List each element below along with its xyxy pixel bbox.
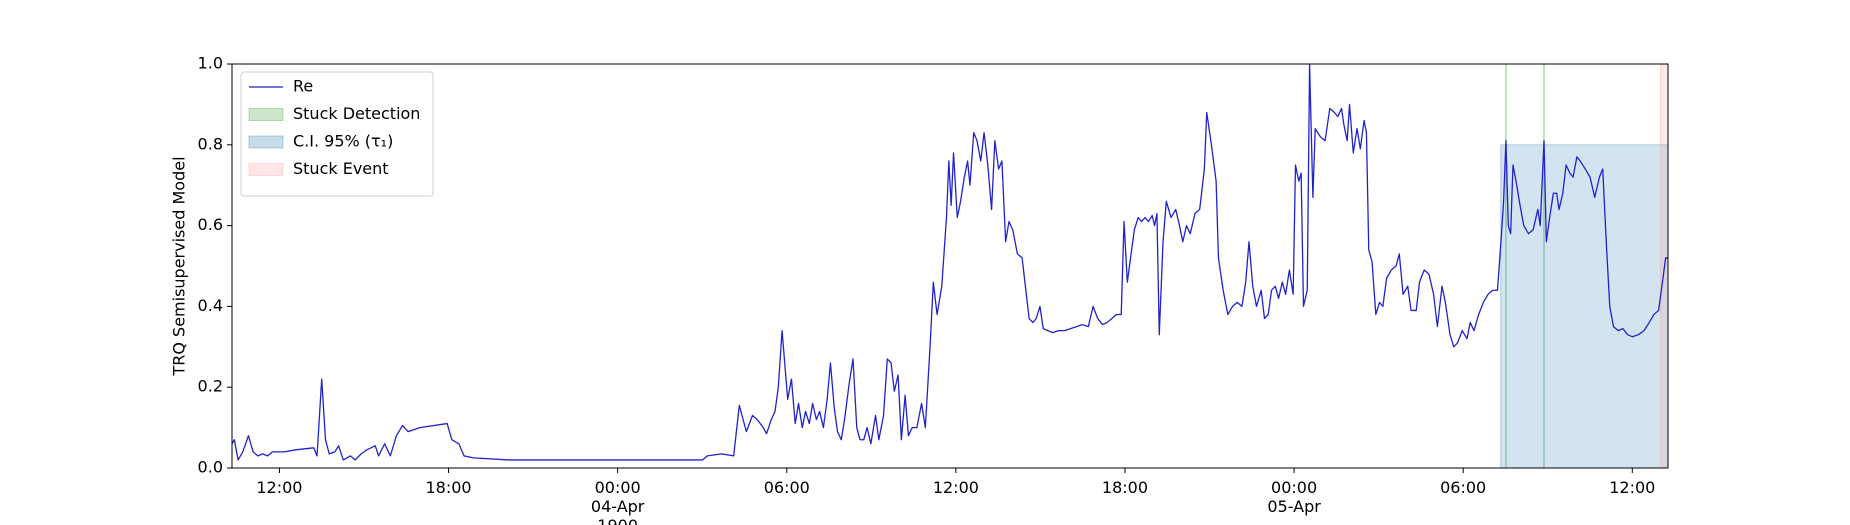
legend-swatch (248, 135, 284, 149)
x-tick-label: 00:00 05-Apr (1267, 478, 1321, 516)
x-tick-label: 06:00 (1440, 478, 1486, 497)
x-tick-label: 00:00 04-Apr 1900 (591, 478, 645, 525)
y-axis-label: TRQ Semisupervised Model (170, 156, 189, 376)
legend-label: C.I. 95% (τ₁) (293, 132, 393, 151)
plot-frame (231, 63, 1669, 469)
y-tick-label: 1.0 (198, 54, 223, 73)
x-tick-label: 06:00 (764, 478, 810, 497)
x-tick-label: 18:00 (425, 478, 471, 497)
y-tick-label: 0.0 (198, 458, 223, 477)
x-tick-label: 18:00 (1102, 478, 1148, 497)
legend-swatch (248, 108, 284, 121)
y-tick-label: 0.4 (198, 296, 223, 315)
x-tick-label: 12:00 (933, 478, 979, 497)
legend-label: Re (293, 77, 313, 96)
series-line (231, 63, 1668, 461)
legend-swatch (248, 163, 284, 176)
legend-label: Stuck Event (293, 159, 389, 178)
legend-box (240, 71, 434, 197)
legend-label: Stuck Detection (293, 104, 420, 123)
y-tick-label: 0.6 (198, 215, 223, 234)
x-tick-label: 12:00 (256, 478, 302, 497)
x-tick-label: 12:00 (1609, 478, 1655, 497)
region-span (1500, 144, 1669, 469)
y-tick-label: 0.2 (198, 377, 223, 396)
y-tick-label: 0.8 (198, 134, 223, 153)
